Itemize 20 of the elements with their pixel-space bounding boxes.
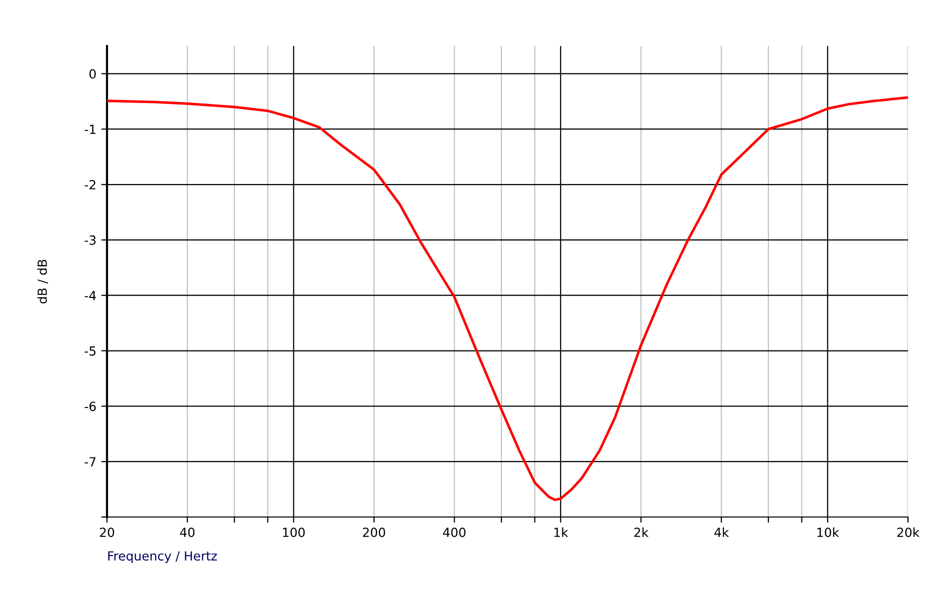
x-tick-label: 20k bbox=[897, 527, 920, 538]
y-tick-label: -2 bbox=[84, 180, 96, 190]
y-tick-label: -4 bbox=[84, 290, 96, 300]
y-tick-label: -6 bbox=[84, 402, 96, 412]
y-tick-label: -1 bbox=[84, 124, 96, 134]
x-tick-label: 10k bbox=[817, 527, 840, 538]
y-axis-title: dB / dB bbox=[37, 260, 48, 304]
y-tick-label: -7 bbox=[84, 457, 96, 466]
x-tick-label: 400 bbox=[443, 528, 466, 538]
y-tick-label: 0 bbox=[89, 69, 96, 79]
x-tick-label: 4k bbox=[714, 527, 729, 537]
y-tick-label: -3 bbox=[84, 235, 96, 245]
x-axis-title: Frequency / Hertz bbox=[108, 551, 217, 564]
x-tick-label: 1k bbox=[554, 527, 568, 537]
x-tick-label: 100 bbox=[283, 528, 305, 538]
x-tick-label: 20 bbox=[100, 528, 114, 538]
x-tick-label: 2k bbox=[634, 527, 649, 537]
y-tick-label: -5 bbox=[84, 346, 96, 356]
x-tick-label: 40 bbox=[180, 528, 194, 538]
x-tick-label: 200 bbox=[362, 528, 386, 538]
